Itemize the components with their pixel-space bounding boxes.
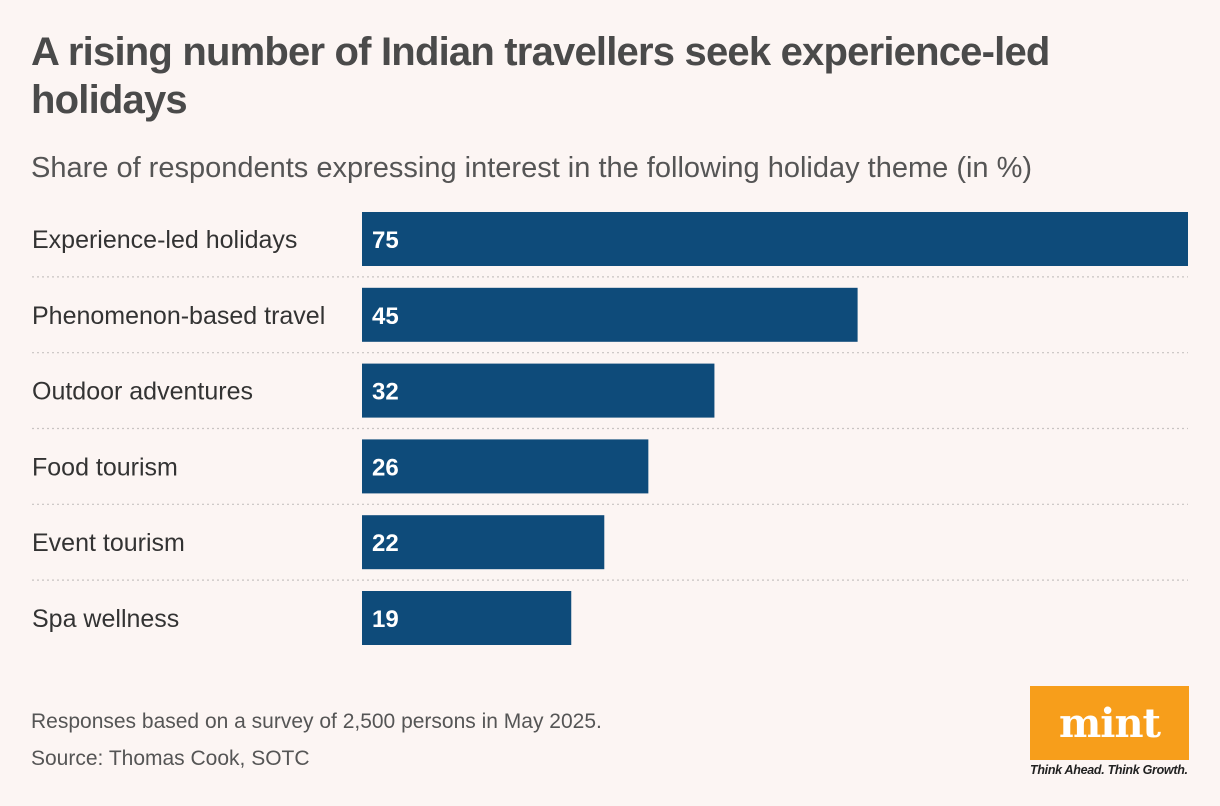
bar [362,287,858,342]
bar [362,515,605,570]
bar-value-label: 19 [372,606,399,633]
bar-value-label: 26 [372,454,399,481]
chart-subtitle: Share of respondents expressing interest… [31,152,1033,184]
category-label: Phenomenon-based travel [32,302,325,330]
bar-value-label: 45 [372,303,399,330]
logo-wordmark: mint [1058,699,1161,747]
bar [362,591,572,645]
source-note: Source: Thomas Cook, SOTC [31,747,310,770]
category-label: Event tourism [32,529,185,557]
bar-value-label: 22 [372,530,399,557]
survey-note: Responses based on a survey of 2,500 per… [31,710,602,733]
category-label: Spa wellness [32,605,179,633]
category-label: Experience-led holidays [32,226,297,254]
bar [362,439,649,494]
mint-logo: mint [1030,686,1189,760]
category-label: Outdoor adventures [32,378,253,406]
bar [362,212,1188,266]
category-label: Food tourism [32,453,178,481]
logo-tagline: Think Ahead. Think Growth. [1030,763,1188,777]
bar-value-label: 75 [372,227,399,254]
bar [362,363,715,418]
bar-value-label: 32 [372,379,399,406]
chart-title: A rising number of Indian travellers see… [31,30,1050,122]
